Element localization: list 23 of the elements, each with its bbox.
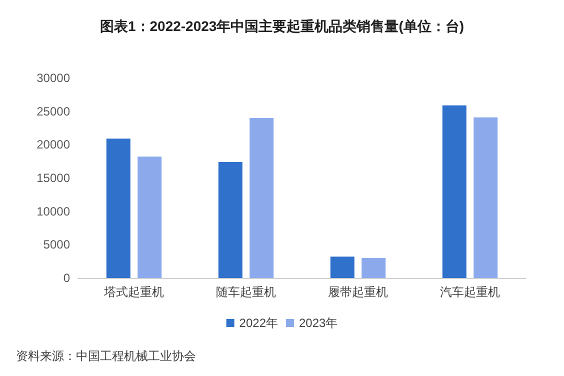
bar [250,118,274,278]
bar [442,105,466,278]
bar [218,162,242,278]
legend-label: 2022年 [239,316,278,330]
bar [474,117,498,278]
y-tick-label: 0 [63,271,70,285]
y-tick-label: 30000 [36,71,70,85]
y-tick-label: 20000 [36,138,70,152]
y-tick-label: 25000 [36,104,70,118]
bar [138,156,162,278]
text: 资料来源：中国工程机械工业协会 [16,349,196,363]
bar [106,138,130,278]
y-tick-label: 15000 [36,171,70,185]
x-tick-label: 履带起重机 [328,285,388,299]
bar [362,258,386,278]
x-tick-label: 塔式起重机 [103,285,164,299]
x-tick-label: 汽车起重机 [440,285,500,299]
x-tick-label: 随车起重机 [216,285,276,299]
chart-title: 图表1：2022-2023年中国主要起重机品类销售量(单位：台) [100,18,464,34]
legend-label: 2023年 [299,316,338,330]
bar [330,256,354,278]
y-tick-label: 5000 [43,238,70,252]
y-tick-label: 10000 [36,204,70,218]
